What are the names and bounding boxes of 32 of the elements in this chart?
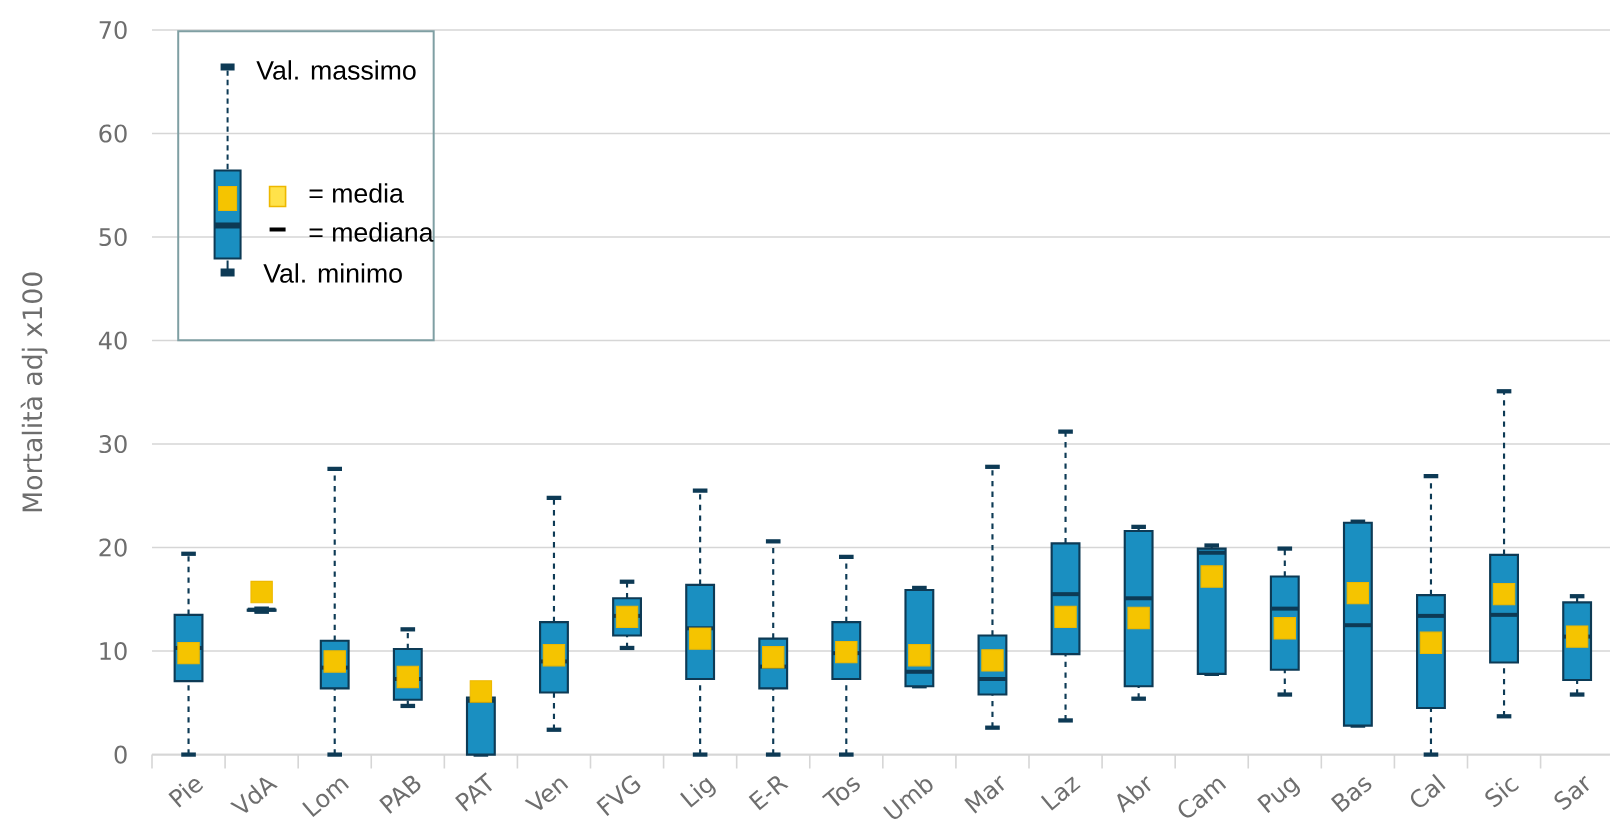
y-tick-label: 10 [100, 641, 127, 661]
y-tick-label: 40 [98, 331, 127, 350]
y-tick-label: 20 [99, 538, 127, 557]
x-tick-label: Sar [1554, 775, 1589, 810]
x-tick-label: Ven [524, 778, 569, 811]
x-tick-label: Lom [302, 778, 350, 818]
x-tick-label: PAB [379, 775, 421, 814]
x-tick-label: Cal [1410, 773, 1446, 808]
annotation: = media [309, 183, 404, 203]
y-axis-title: Mortalità adj x100 [20, 272, 48, 512]
x-tick-label: E-R [748, 776, 789, 811]
y-tick-label: 60 [99, 124, 127, 143]
annotation: Val. massimo [256, 60, 416, 80]
x-tick-label: Pug [1257, 777, 1301, 813]
y-tick-label: 30 [99, 434, 127, 454]
x-tick-label: Pie [168, 779, 204, 808]
x-tick-label: Mar [964, 775, 1005, 814]
annotation: = mediana [309, 222, 434, 242]
x-tick-label: Cam [1178, 778, 1227, 818]
annotation: Val. minimo [263, 263, 402, 283]
x-tick-label: Abr [1117, 776, 1151, 813]
x-tick-label: Umb [883, 779, 933, 820]
x-tick-label: VdA [230, 777, 278, 813]
y-tick-label: 50 [99, 227, 127, 247]
x-tick-label: Sic [1485, 777, 1519, 808]
x-tick-label: Bas [1330, 777, 1372, 813]
x-tick-label: Lig [680, 777, 716, 808]
x-tick-label: Laz [1040, 776, 1081, 811]
y-tick-label: 70 [99, 20, 127, 40]
y-tick-label: 0 [114, 745, 127, 764]
x-tick-label: Tos [821, 777, 860, 807]
x-tick-label: PAT [455, 772, 493, 812]
